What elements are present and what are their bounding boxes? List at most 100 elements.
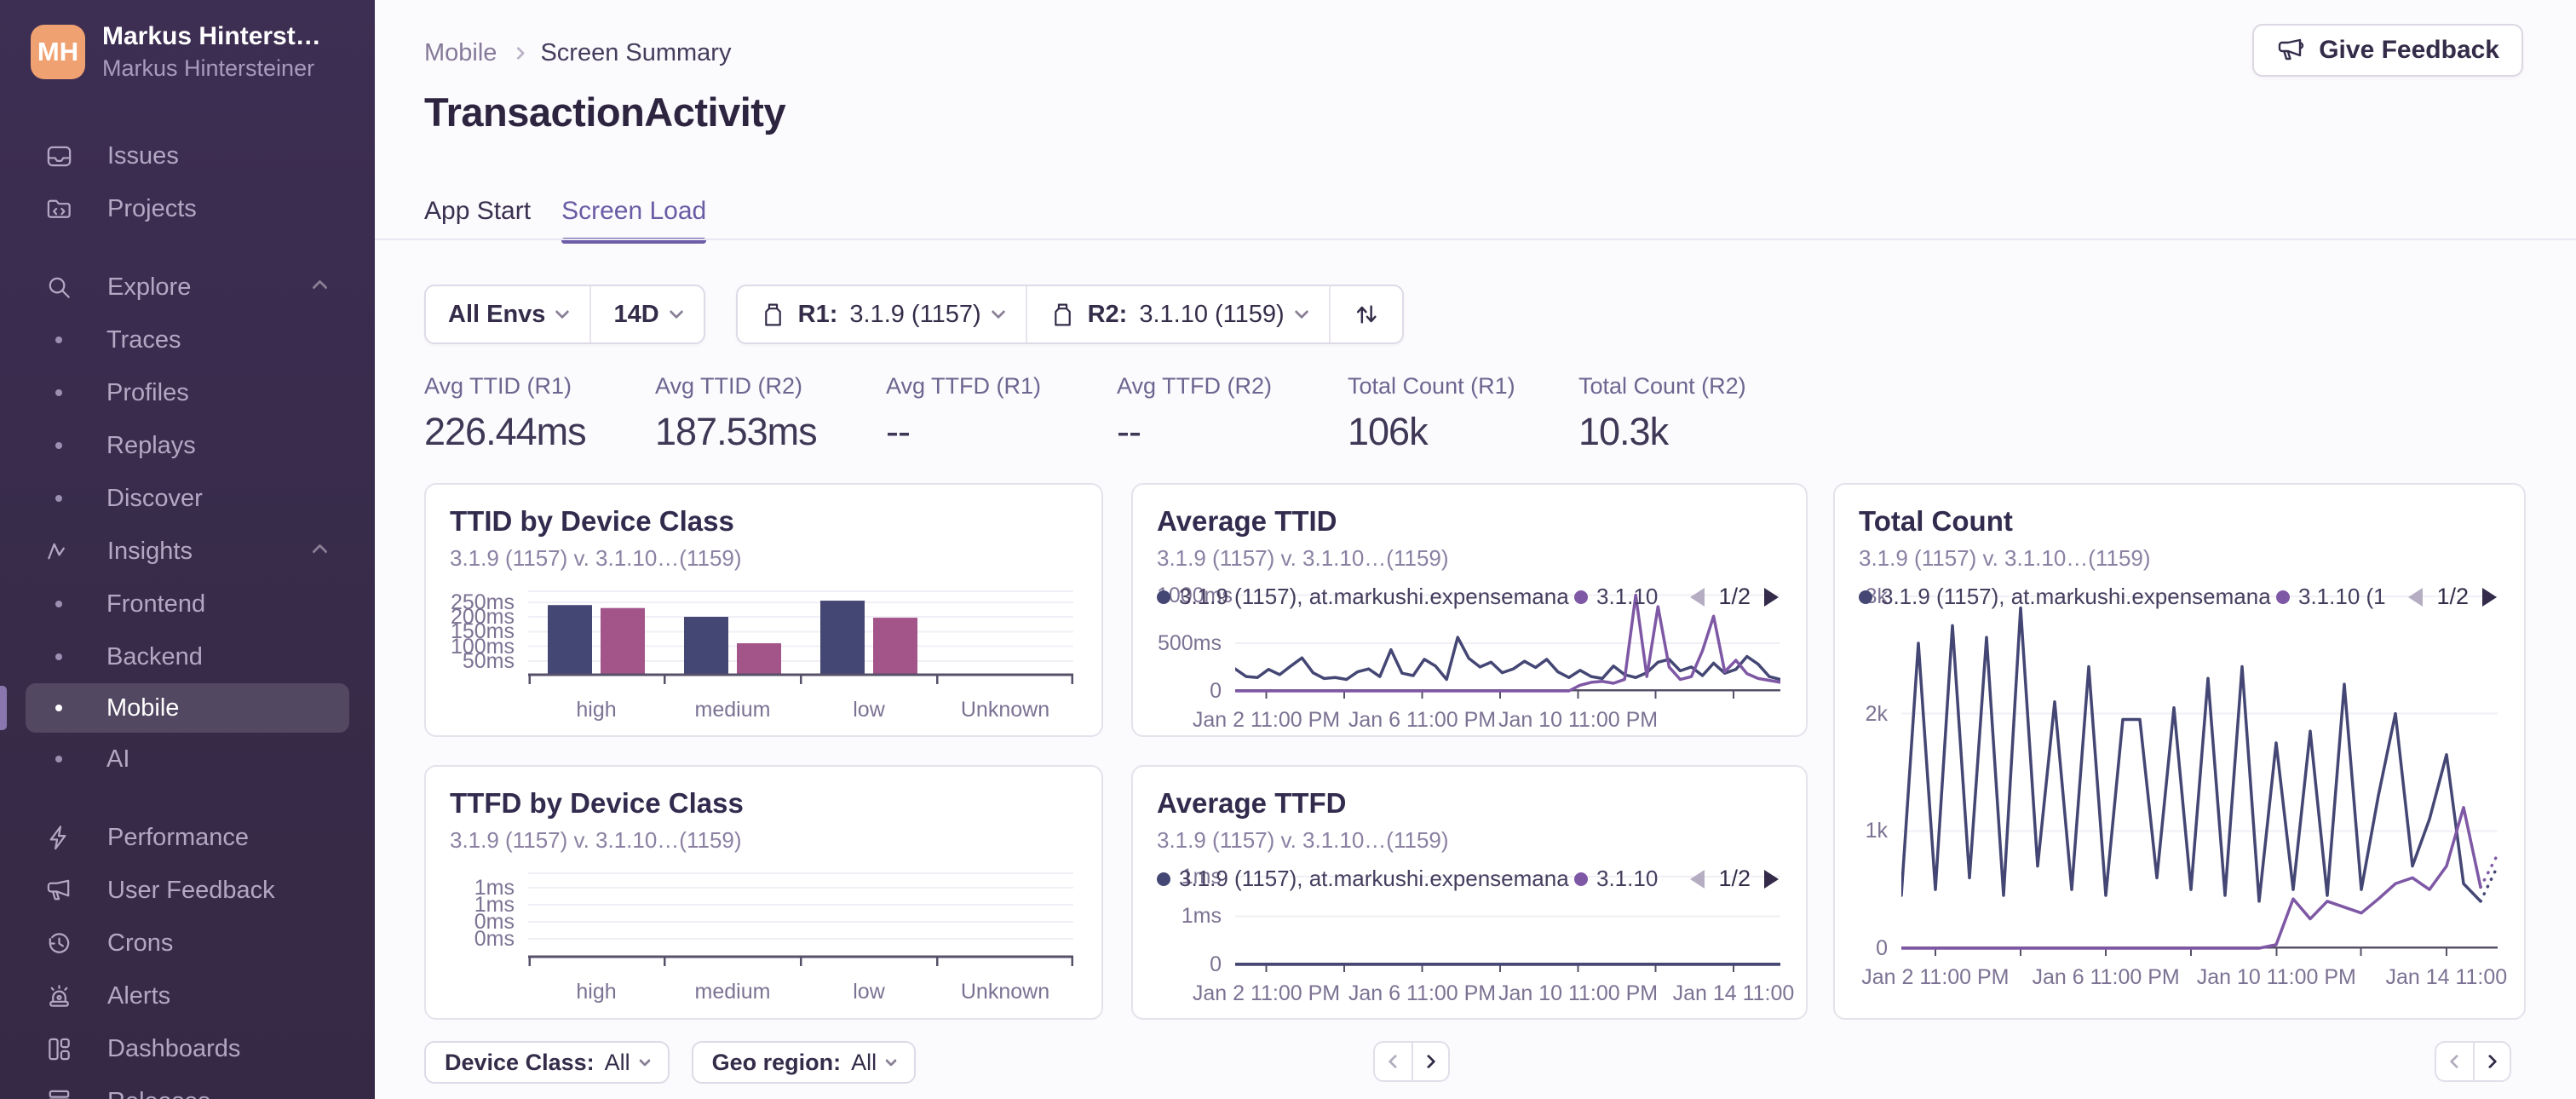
stat-value: 10.3k xyxy=(1578,410,1669,453)
chart-plot: 250ms 200ms 150ms 100ms 50ms high medium low Unk… xyxy=(450,584,1078,722)
chart-plot: 3.1.9 (1157), at.markushi.expensemanage … xyxy=(1859,584,2507,991)
chart-title: Total Count xyxy=(1859,505,2013,537)
sidebar-item-ai[interactable]: AI xyxy=(0,733,375,785)
release-icon xyxy=(764,303,781,325)
r1-label: R1: xyxy=(797,300,838,328)
legend-next-icon[interactable] xyxy=(1764,869,1779,889)
legend-next-icon[interactable] xyxy=(2482,587,2497,607)
y-axis-tick-label: 100ms xyxy=(450,634,515,659)
legend-item[interactable]: 3.1.10 xyxy=(1574,866,1658,892)
bullet-icon xyxy=(55,601,62,607)
tab-screen-load[interactable]: Screen Load xyxy=(561,197,707,244)
sidebar-item-issues[interactable]: Issues xyxy=(0,129,375,182)
device-class-filter-dropdown[interactable]: Device Class: All xyxy=(424,1041,670,1084)
sidebar-item-performance[interactable]: Performance xyxy=(0,811,375,864)
megaphone-icon xyxy=(44,877,73,905)
chevron-up-icon xyxy=(312,543,328,560)
card-ttid-by-device-class: TTID by Device Class 3.1.9 (1157) v. 3.1… xyxy=(424,483,1103,737)
sidebar-item-replays[interactable]: Replays xyxy=(0,419,375,472)
tab-app-start[interactable]: App Start xyxy=(424,197,532,225)
give-feedback-label: Give Feedback xyxy=(2319,36,2499,64)
release-compare-group: R1: 3.1.9 (1157) R2: 3.1.10 (1159) xyxy=(735,285,1404,344)
sidebar-item-label: Explore xyxy=(107,273,192,301)
release-r2-dropdown[interactable]: R2: 3.1.10 (1159) xyxy=(1027,286,1329,342)
sidebar-item-label: Traces xyxy=(106,325,181,354)
prev-page-button[interactable] xyxy=(2436,1043,2473,1080)
next-page-button[interactable] xyxy=(1412,1043,1448,1080)
legend-item[interactable]: 3.1.9 (1157), at.markushi.expensemanage xyxy=(1157,866,1569,892)
breadcrumb-mobile[interactable]: Mobile xyxy=(424,39,497,66)
stat-avg-ttid-r1-: Avg TTID (R1) 226.44ms xyxy=(424,373,592,454)
megaphone-icon xyxy=(2279,38,2304,60)
legend-item[interactable]: 3.1.9 (1157), at.markushi.expensemanage xyxy=(1157,584,1569,610)
divider xyxy=(589,286,592,342)
y-axis-tick-label: 50ms xyxy=(462,648,515,673)
env-filter-dropdown[interactable]: All Envs xyxy=(426,286,589,342)
sidebar-item-dashboards[interactable]: Dashboards xyxy=(0,1022,375,1075)
period-filter-dropdown[interactable]: 14D xyxy=(591,286,703,342)
chart-plot: 3.1.9 (1157), at.markushi.expensemanage … xyxy=(1157,866,1794,1007)
chart-subtitle: 3.1.9 (1157) v. 3.1.10…(1159) xyxy=(450,545,742,571)
legend-prev-icon[interactable] xyxy=(2408,587,2424,607)
x-axis-category-label: high xyxy=(576,980,617,1004)
chevron-right-icon xyxy=(1421,1054,1436,1069)
legend-prev-icon[interactable] xyxy=(1690,587,1705,607)
sidebar-item-releases[interactable]: Releases xyxy=(0,1075,375,1099)
give-feedback-button[interactable]: Give Feedback xyxy=(2252,24,2523,77)
user-org: Markus Hintersteiner xyxy=(102,55,315,81)
sidebar-item-explore[interactable]: Explore xyxy=(0,261,375,314)
sidebar-item-alerts[interactable]: Alerts xyxy=(0,970,375,1022)
page-title: TransactionActivity xyxy=(424,89,786,135)
sidebar-item-discover[interactable]: Discover xyxy=(0,472,375,525)
sidebar-item-traces[interactable]: Traces xyxy=(0,314,375,366)
search-icon xyxy=(44,273,73,302)
sidebar-item-mobile[interactable]: Mobile xyxy=(0,683,349,733)
geo-region-filter-dropdown[interactable]: Geo region: All xyxy=(691,1041,917,1084)
x-axis-category-label: high xyxy=(576,698,617,722)
release-r1-dropdown[interactable]: R1: 3.1.9 (1157) xyxy=(738,286,1026,342)
next-page-button[interactable] xyxy=(2473,1043,2510,1080)
x-axis-tick-label: Jan 10 11:00 PM xyxy=(2196,965,2356,989)
legend-next-icon[interactable] xyxy=(1764,587,1779,607)
sidebar-item-profiles[interactable]: Profiles xyxy=(0,366,375,419)
y-axis-tick-label: 1ms xyxy=(474,876,515,900)
legend-page-indicator: 1/2 xyxy=(1718,866,1751,891)
sidebar-item-projects[interactable]: Projects xyxy=(0,182,375,235)
y-axis-tick-label: 200ms xyxy=(450,605,515,630)
sidebar-item-user-feedback[interactable]: User Feedback xyxy=(0,864,375,917)
env-period-group: All Envs 14D xyxy=(424,285,705,344)
sidebar-item-insights[interactable]: Insights xyxy=(0,525,375,578)
legend-dot-icon xyxy=(1859,590,1872,604)
legend-prev-icon[interactable] xyxy=(1690,869,1705,889)
x-axis-tick-label: Jan 6 11:00 PM xyxy=(1348,708,1497,732)
swap-arrows-icon xyxy=(1356,305,1377,324)
legend-item[interactable]: 3.1.10 xyxy=(1574,584,1658,610)
sidebar-item-crons[interactable]: Crons xyxy=(0,917,375,970)
x-axis-tick-label: Jan 10 11:00 PM xyxy=(1498,981,1659,1005)
divider xyxy=(1025,286,1027,342)
sidebar-item-label: Releases xyxy=(107,1088,210,1099)
filter-value: All xyxy=(851,1049,877,1075)
sidebar-item-label: Backend xyxy=(106,642,203,670)
sidebar-item-backend[interactable]: Backend xyxy=(0,630,375,683)
prev-page-button[interactable] xyxy=(1375,1043,1412,1080)
stat-label: Avg TTID (R1) xyxy=(424,373,572,399)
x-axis-category-label: low xyxy=(853,698,885,722)
bottom-filter-row: Device Class: All Geo region: All xyxy=(424,1041,917,1084)
x-axis-tick-label: Jan 6 11:00 PM xyxy=(2032,965,2180,989)
swap-releases-button[interactable] xyxy=(1331,286,1402,342)
charts-pagination-right xyxy=(2435,1041,2511,1082)
legend-item[interactable]: 3.1.9 (1157), at.markushi.expensemanage xyxy=(1859,584,2271,610)
stat-label: Avg TTFD (R1) xyxy=(886,373,1042,399)
y-axis-tick-label: 0 xyxy=(1876,936,1888,960)
sidebar-item-frontend[interactable]: Frontend xyxy=(0,578,375,630)
legend-item[interactable]: 3.1.10 (1 xyxy=(2276,584,2386,610)
sidebar-item-label: Projects xyxy=(107,194,197,222)
r2-label: R2: xyxy=(1087,300,1128,328)
sidebar-item-label: Discover xyxy=(106,484,203,512)
org-switcher[interactable]: MH Markus Hinterst… Markus Hintersteiner xyxy=(0,0,375,82)
card-ttfd-by-device-class: TTFD by Device Class 3.1.9 (1157) v. 3.1… xyxy=(424,765,1103,1020)
chevron-down-icon xyxy=(669,304,684,319)
filter-label: Geo region: xyxy=(711,1049,842,1075)
clock-history-icon xyxy=(44,929,73,958)
